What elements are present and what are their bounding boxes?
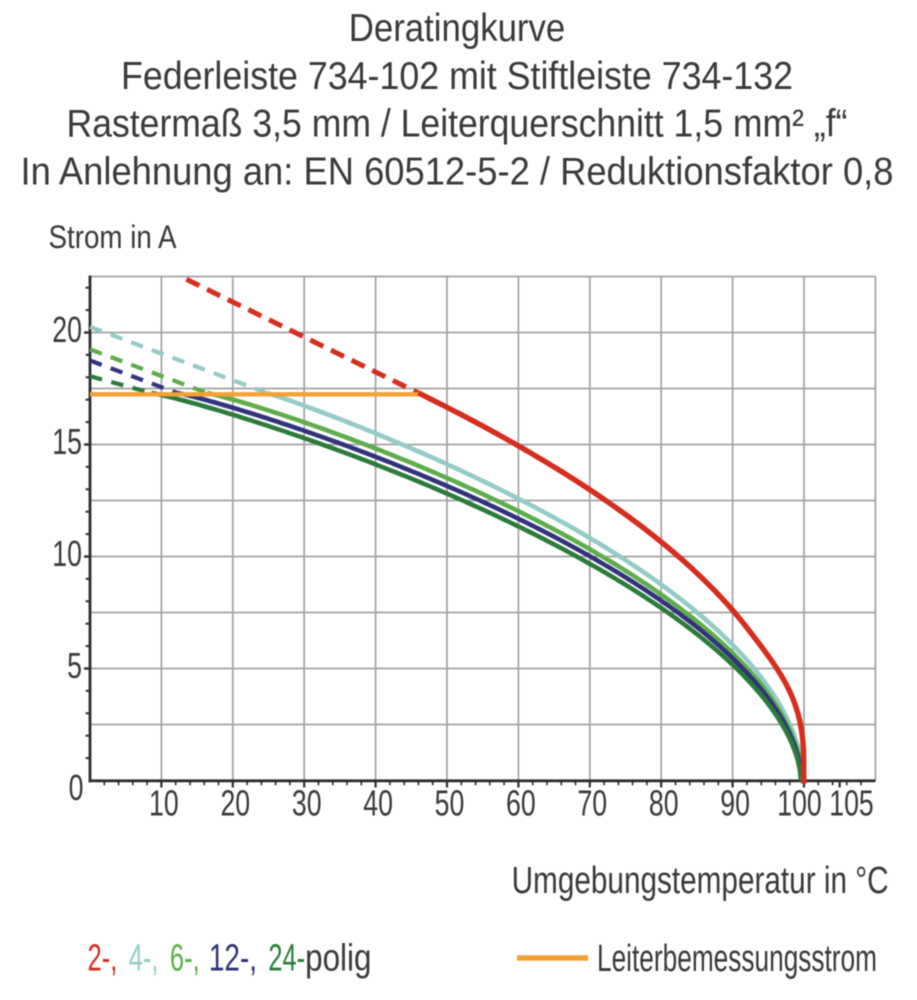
svg-text:10: 10 <box>149 783 179 824</box>
svg-text:Rastermaß 3,5 mm / Leiterquers: Rastermaß 3,5 mm / Leiterquerschnitt 1,5… <box>67 103 848 146</box>
svg-text:In Anlehnung an: EN 60512-5-2: In Anlehnung an: EN 60512-5-2 / Reduktio… <box>21 150 894 193</box>
svg-text:80: 80 <box>649 783 679 824</box>
svg-text:30: 30 <box>292 783 322 824</box>
svg-text:15: 15 <box>52 421 82 462</box>
svg-text:5: 5 <box>67 645 82 686</box>
svg-text:20: 20 <box>220 783 250 824</box>
svg-text:50: 50 <box>435 783 465 824</box>
svg-text:Leiterbemessungsstrom: Leiterbemessungsstrom <box>597 938 877 980</box>
svg-text:60: 60 <box>506 783 536 824</box>
svg-text:20: 20 <box>52 309 82 350</box>
svg-text:Deratingkurve: Deratingkurve <box>349 7 566 50</box>
svg-text:4-,: 4-, <box>129 937 159 979</box>
svg-text:Umgebungstemperatur in °C: Umgebungstemperatur in °C <box>512 860 889 902</box>
svg-text:10: 10 <box>52 533 82 574</box>
svg-text:90: 90 <box>720 783 750 824</box>
svg-text:6-,: 6-, <box>170 937 200 979</box>
svg-text:40: 40 <box>363 783 393 824</box>
svg-text:2-,: 2-, <box>88 937 118 979</box>
svg-text:70: 70 <box>577 783 607 824</box>
svg-text:0: 0 <box>69 767 84 808</box>
svg-text:24-: 24- <box>268 937 305 979</box>
svg-text:polig: polig <box>305 937 371 979</box>
svg-text:100: 100 <box>777 783 822 824</box>
svg-text:Federleiste 734-102 mit Stiftl: Federleiste 734-102 mit Stiftleiste 734-… <box>121 55 793 98</box>
svg-text:105: 105 <box>829 783 874 824</box>
svg-text:12-,: 12-, <box>209 937 257 979</box>
svg-text:Strom in A: Strom in A <box>49 219 178 255</box>
